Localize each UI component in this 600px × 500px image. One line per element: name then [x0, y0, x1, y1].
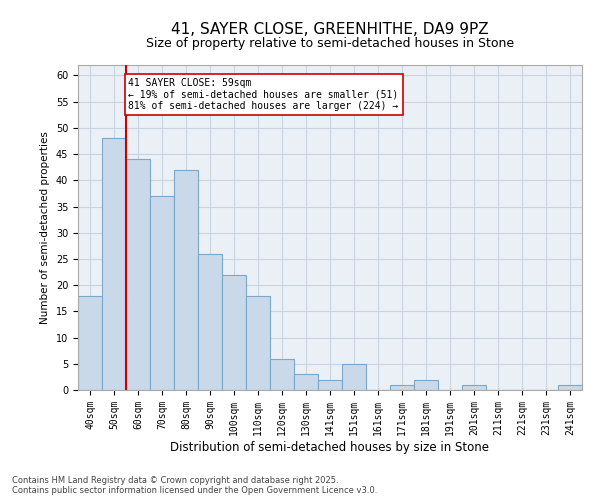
Bar — [246, 296, 270, 390]
Bar — [558, 385, 582, 390]
Bar — [270, 358, 294, 390]
X-axis label: Distribution of semi-detached houses by size in Stone: Distribution of semi-detached houses by … — [170, 440, 490, 454]
Y-axis label: Number of semi-detached properties: Number of semi-detached properties — [40, 131, 50, 324]
Text: Contains HM Land Registry data © Crown copyright and database right 2025.
Contai: Contains HM Land Registry data © Crown c… — [12, 476, 377, 495]
Bar — [102, 138, 126, 390]
Bar — [222, 274, 246, 390]
Text: Size of property relative to semi-detached houses in Stone: Size of property relative to semi-detach… — [146, 38, 514, 51]
Bar — [462, 385, 486, 390]
Bar — [294, 374, 318, 390]
Bar — [78, 296, 102, 390]
Bar — [150, 196, 174, 390]
Bar — [126, 160, 150, 390]
Text: 41 SAYER CLOSE: 59sqm
← 19% of semi-detached houses are smaller (51)
81% of semi: 41 SAYER CLOSE: 59sqm ← 19% of semi-deta… — [128, 78, 398, 112]
Bar — [390, 385, 414, 390]
Bar — [318, 380, 342, 390]
Bar — [342, 364, 366, 390]
Bar — [198, 254, 222, 390]
Bar — [174, 170, 198, 390]
Text: 41, SAYER CLOSE, GREENHITHE, DA9 9PZ: 41, SAYER CLOSE, GREENHITHE, DA9 9PZ — [171, 22, 489, 38]
Bar — [414, 380, 438, 390]
